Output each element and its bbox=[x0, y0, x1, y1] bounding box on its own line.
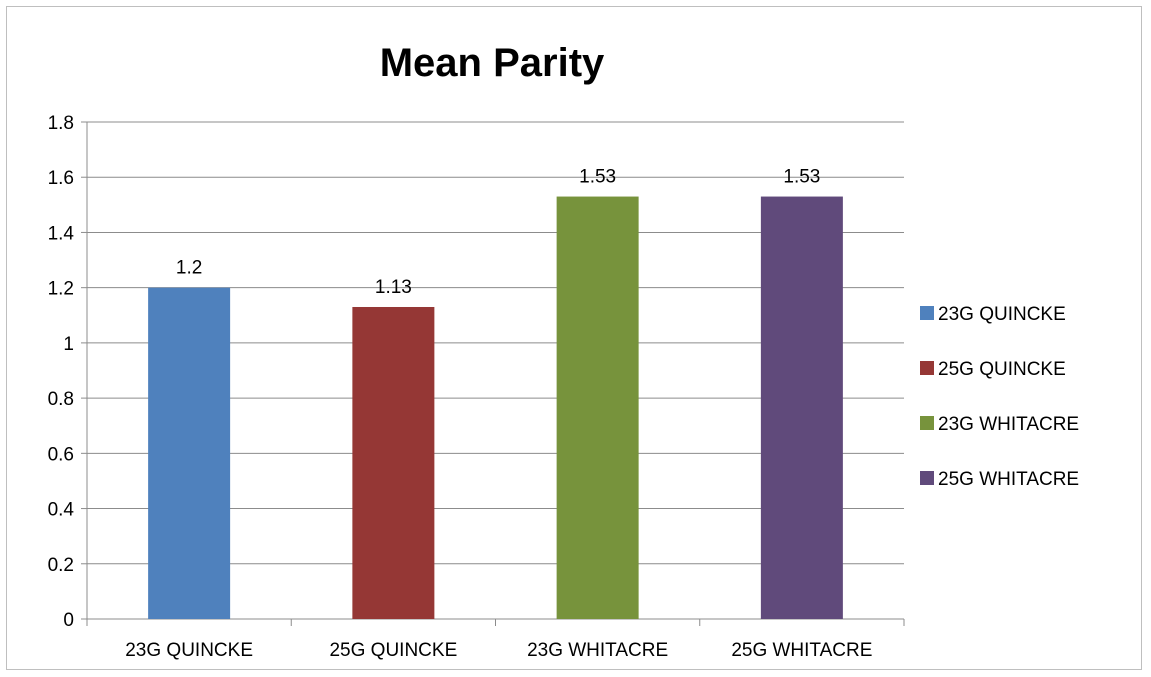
x-tick-label: 23G WHITACRE bbox=[527, 640, 668, 661]
axes: 0 0.2 0.4 0.6 0.8 1 1.2 1.4 1.6 1.8 23G QUINCKE 25G… bbox=[48, 113, 905, 661]
y-tick-label: 1.6 bbox=[48, 168, 74, 189]
y-tick-label: 1.2 bbox=[48, 279, 74, 300]
y-tick-label: 1.4 bbox=[48, 223, 75, 244]
legend-label: 25G QUINCKE bbox=[938, 359, 1066, 380]
chart-title: Mean Parity bbox=[380, 41, 605, 85]
data-label: 1.53 bbox=[579, 167, 616, 188]
legend-label: 23G WHITACRE bbox=[938, 414, 1079, 435]
y-tick-label: 0 bbox=[63, 610, 74, 631]
legend-swatch bbox=[920, 361, 934, 375]
legend-label: 23G QUINCKE bbox=[938, 304, 1066, 325]
y-tick-label: 1 bbox=[63, 334, 74, 355]
data-labels: 1.2 1.13 1.53 1.53 bbox=[176, 167, 820, 298]
data-label: 1.2 bbox=[176, 258, 202, 279]
data-label: 1.13 bbox=[375, 277, 412, 298]
legend: 23G QUINCKE 25G QUINCKE 23G WHITACRE 25G WH… bbox=[920, 304, 1079, 490]
legend-swatch bbox=[920, 306, 934, 320]
y-tick-label: 0.6 bbox=[48, 444, 74, 465]
bars bbox=[148, 196, 843, 620]
y-tick-label: 0.8 bbox=[48, 389, 74, 410]
y-tick-label: 0.4 bbox=[48, 500, 75, 521]
legend-swatch bbox=[920, 416, 934, 430]
y-tick-label: 0.2 bbox=[48, 555, 74, 576]
bar bbox=[352, 306, 435, 619]
data-label: 1.53 bbox=[783, 167, 820, 188]
bar bbox=[760, 196, 843, 620]
x-tick-label: 25G WHITACRE bbox=[731, 640, 872, 661]
bar bbox=[556, 196, 639, 620]
bar bbox=[148, 287, 231, 619]
legend-swatch bbox=[920, 471, 934, 485]
legend-label: 25G WHITACRE bbox=[938, 469, 1079, 490]
x-tick-label: 25G QUINCKE bbox=[329, 640, 457, 661]
y-tick-label: 1.8 bbox=[48, 113, 74, 134]
x-tick-label: 23G QUINCKE bbox=[125, 640, 253, 661]
